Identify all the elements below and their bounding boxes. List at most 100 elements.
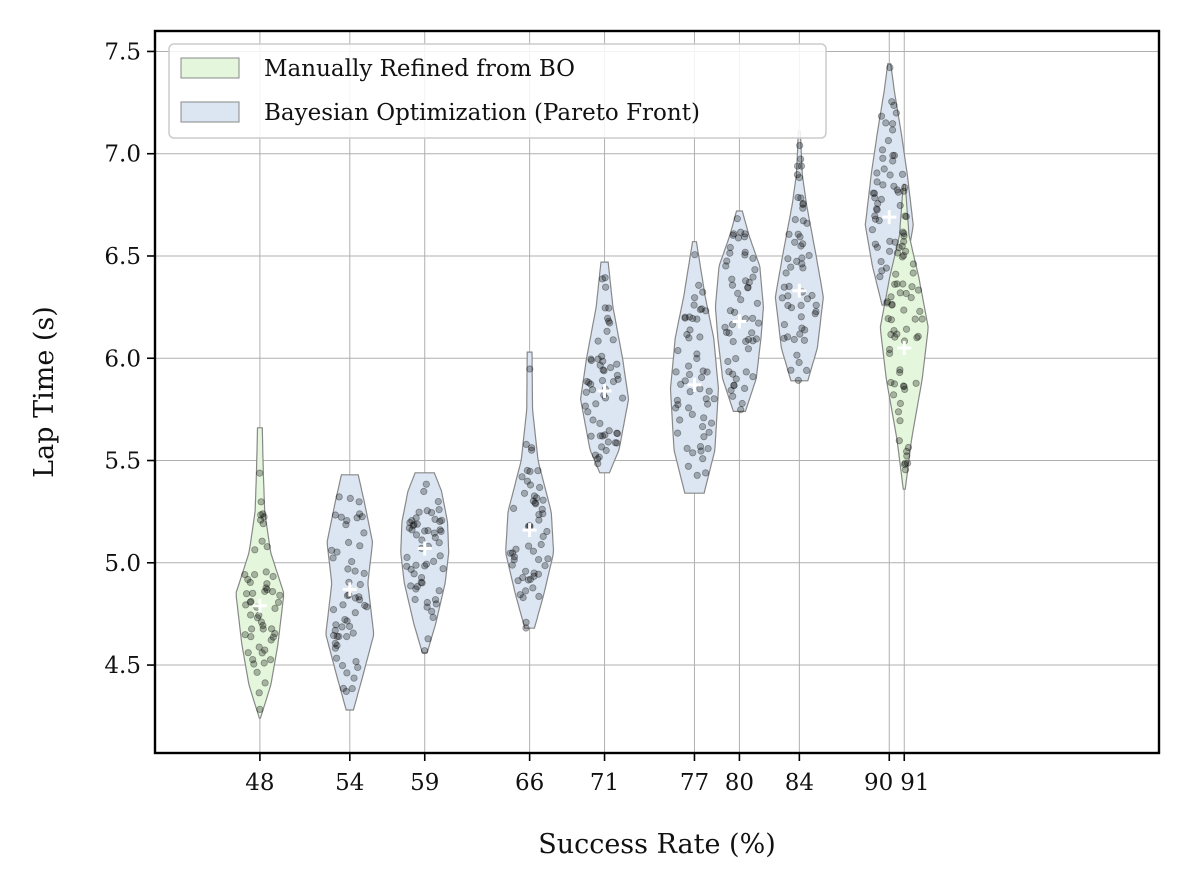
data-point xyxy=(519,593,527,602)
data-point xyxy=(903,459,912,467)
data-point xyxy=(794,376,802,384)
data-point xyxy=(896,289,904,297)
data-point xyxy=(516,591,524,599)
data-point xyxy=(333,632,341,641)
data-point xyxy=(423,603,431,611)
data-point xyxy=(699,367,707,375)
data-point xyxy=(887,293,895,301)
data-point xyxy=(530,492,539,500)
data-point xyxy=(431,596,440,604)
data-point xyxy=(685,313,694,321)
data-point xyxy=(422,480,430,488)
data-point xyxy=(594,459,602,468)
data-point xyxy=(267,625,276,633)
data-point xyxy=(892,270,900,278)
x-tick-label: 71 xyxy=(590,770,619,796)
data-point xyxy=(681,377,689,385)
data-point xyxy=(257,511,265,519)
data-point xyxy=(598,376,607,385)
data-point xyxy=(741,248,749,256)
data-point xyxy=(603,314,612,322)
data-point xyxy=(594,337,602,345)
data-point xyxy=(890,380,899,388)
legend-label-bo: Bayesian Optimization (Pareto Front) xyxy=(264,100,700,126)
data-point xyxy=(596,419,604,427)
data-point xyxy=(729,392,737,400)
data-point xyxy=(898,242,906,250)
data-point xyxy=(328,546,336,554)
data-point xyxy=(360,529,368,537)
data-point xyxy=(871,212,879,220)
data-point xyxy=(256,516,265,524)
data-point xyxy=(891,238,899,246)
data-point xyxy=(895,244,903,252)
data-point xyxy=(721,323,729,331)
data-point xyxy=(332,621,340,629)
data-point xyxy=(726,249,734,257)
data-point xyxy=(601,431,609,439)
data-point xyxy=(436,517,444,526)
x-tick-label: 54 xyxy=(335,770,364,796)
x-tick-label: 66 xyxy=(515,770,544,796)
data-point xyxy=(526,365,534,373)
data-point xyxy=(346,494,354,502)
data-point xyxy=(811,310,819,318)
median-markers xyxy=(252,210,912,613)
data-point xyxy=(690,301,698,309)
data-point xyxy=(535,510,543,519)
data-point xyxy=(269,633,277,641)
data-point xyxy=(782,269,790,277)
data-point xyxy=(674,346,682,355)
data-point xyxy=(890,101,898,110)
data-point xyxy=(808,291,816,300)
data-point xyxy=(918,315,926,323)
data-point xyxy=(914,332,922,340)
data-point xyxy=(421,562,429,570)
data-point xyxy=(605,304,613,312)
data-point xyxy=(886,237,894,245)
data-point xyxy=(893,186,901,194)
data-point xyxy=(901,212,909,220)
data-point xyxy=(803,295,812,303)
data-point xyxy=(524,542,533,550)
data-point xyxy=(899,280,907,288)
data-point xyxy=(894,408,903,416)
data-point xyxy=(744,284,752,292)
data-point xyxy=(672,404,680,412)
data-point xyxy=(431,533,439,542)
data-point xyxy=(276,591,284,599)
data-point xyxy=(797,313,805,321)
data-point xyxy=(896,417,904,425)
grid-lines xyxy=(155,31,1159,753)
y-axis-label: Lap Time (s) xyxy=(29,306,60,478)
data-point xyxy=(902,213,910,221)
y-tick-label: 7.0 xyxy=(104,142,141,168)
legend-label-manual: Manually Refined from BO xyxy=(264,56,575,82)
data-point xyxy=(730,381,738,389)
data-point xyxy=(791,216,799,224)
data-point xyxy=(879,154,887,162)
data-point xyxy=(534,555,543,564)
y-tick-label: 5.5 xyxy=(104,449,141,475)
data-point xyxy=(901,184,909,192)
data-point xyxy=(261,679,269,687)
data-point xyxy=(876,273,884,281)
data-point xyxy=(698,305,706,313)
data-point xyxy=(329,605,338,614)
data-point xyxy=(338,661,347,670)
data-point xyxy=(258,537,266,545)
data-point xyxy=(909,269,917,277)
data-point xyxy=(873,206,881,214)
data-point xyxy=(259,510,267,518)
data-point xyxy=(335,493,343,501)
data-point xyxy=(523,466,531,475)
data-point xyxy=(587,355,595,363)
data-point xyxy=(889,151,897,160)
data-point xyxy=(869,189,877,197)
data-point xyxy=(406,518,414,527)
data-point xyxy=(896,366,904,374)
data-point xyxy=(529,547,538,555)
data-point xyxy=(417,573,426,582)
data-point xyxy=(748,329,756,337)
data-point xyxy=(602,446,610,455)
